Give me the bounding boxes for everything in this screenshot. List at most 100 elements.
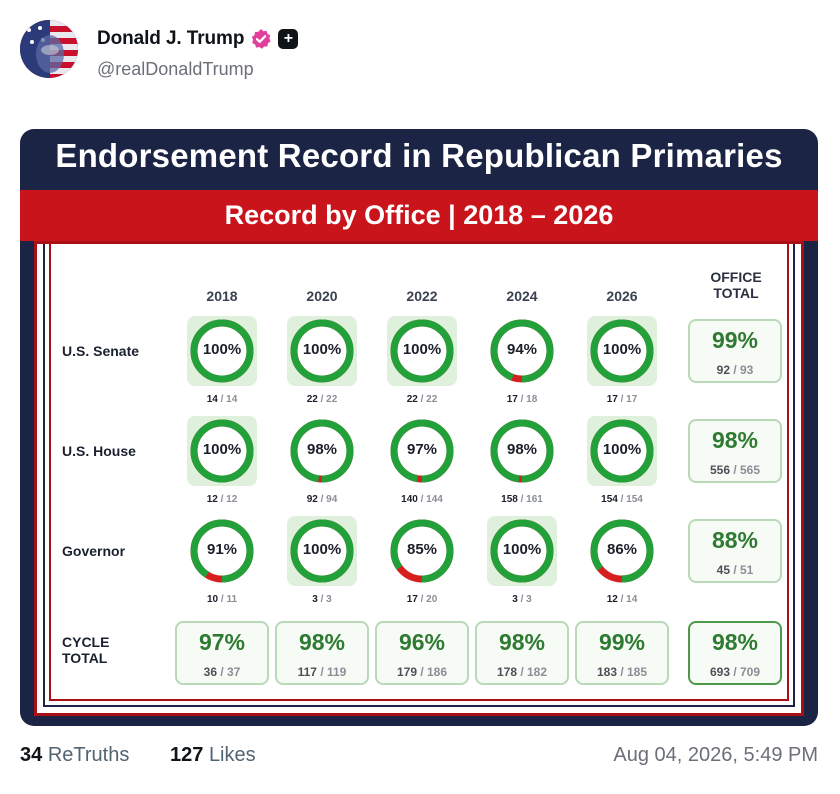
ring-fraction: 158 / 161 xyxy=(482,494,562,505)
fraction-won: 12 xyxy=(206,494,218,505)
author-name[interactable]: Donald J. Trump xyxy=(97,28,245,49)
fraction-won: 556 xyxy=(709,463,730,477)
year-header-2022: 2022 xyxy=(406,288,438,304)
cycle-total-box[interactable]: 97% 36 / 37 xyxy=(175,621,269,685)
fraction-total: / 3 xyxy=(317,594,332,605)
ring-percent: 91% xyxy=(206,541,238,558)
fraction-won: 36 xyxy=(203,665,217,679)
cycle-total-box[interactable]: 98% 178 / 182 xyxy=(475,621,569,685)
percent-ring xyxy=(290,319,354,383)
ring-fraction: 10 / 11 xyxy=(182,594,262,605)
fraction-won: 14 xyxy=(206,394,218,405)
cycle-total-fraction: 117 / 119 xyxy=(277,665,367,679)
fraction-won: 17 xyxy=(606,394,618,405)
ring-fraction: 3 / 3 xyxy=(482,594,562,605)
fraction-total: / 186 xyxy=(417,665,448,679)
fraction-total: / 12 xyxy=(217,494,238,505)
year-header-2024: 2024 xyxy=(506,288,538,304)
year-header-2026: 2026 xyxy=(606,288,638,304)
ring-cell[interactable]: 100% xyxy=(287,516,357,586)
ring-percent: 100% xyxy=(302,541,342,558)
year-header-2020: 2020 xyxy=(306,288,338,304)
ring-percent: 100% xyxy=(302,341,342,358)
cycle-total-percent: 96% xyxy=(398,629,446,655)
office-total-fraction: 556 / 565 xyxy=(690,463,780,477)
plus-badge-icon: + xyxy=(278,29,299,49)
ring-percent: 100% xyxy=(602,341,642,358)
fraction-won: 45 xyxy=(716,563,730,577)
ring-cell[interactable]: 85% xyxy=(387,516,457,586)
fraction-won: 179 xyxy=(396,665,417,679)
ring-cell[interactable]: 100% xyxy=(587,316,657,386)
ring-fraction: 154 / 154 xyxy=(582,494,662,505)
ring-cell[interactable]: 100% xyxy=(187,316,257,386)
fraction-total: / 37 xyxy=(217,665,241,679)
grand-total-box[interactable]: 98% 693 / 709 xyxy=(688,621,782,685)
ring-win-arc xyxy=(190,519,254,583)
ring-percent: 100% xyxy=(602,441,642,458)
ring-cell[interactable]: 100% xyxy=(387,316,457,386)
ring-cell[interactable]: 98% xyxy=(487,416,557,486)
ring-fraction: 12 / 12 xyxy=(182,494,262,505)
author-handle[interactable]: @realDonaldTrump xyxy=(97,59,254,79)
cycle-total-label: CYCLE TOTAL xyxy=(62,634,109,666)
fraction-total: / 20 xyxy=(417,594,438,605)
office-total-box[interactable]: 99% 92 / 93 xyxy=(688,319,782,383)
ring-cell[interactable]: 100% xyxy=(487,516,557,586)
post-footer: 34 ReTruths 127 Likes Aug 04, 2026, 5:49… xyxy=(20,744,820,774)
cycle-total-percent: 97% xyxy=(198,629,246,655)
post-timestamp[interactable]: Aug 04, 2026, 5:49 PM xyxy=(613,744,818,766)
retruths-stat[interactable]: 34 ReTruths xyxy=(20,744,129,767)
retruths-label: ReTruths xyxy=(47,744,130,766)
graphic-title: Endorsement Record in Republican Primari… xyxy=(55,137,783,174)
cycle-total-label-line: CYCLE xyxy=(62,634,110,650)
ring-cell[interactable]: 100% xyxy=(587,416,657,486)
ring-cell[interactable]: 91% xyxy=(187,516,257,586)
cycle-total-box[interactable]: 98% 117 / 119 xyxy=(275,621,369,685)
percent-ring xyxy=(190,319,254,383)
year-header-2018: 2018 xyxy=(206,288,238,304)
percent-ring xyxy=(490,419,554,483)
office-total-box[interactable]: 88% 45 / 51 xyxy=(688,519,782,583)
cycle-total-box[interactable]: 96% 179 / 186 xyxy=(375,621,469,685)
ring-win-arc xyxy=(190,419,254,483)
ring-fraction: 140 / 144 xyxy=(382,494,462,505)
fraction-total: / 709 xyxy=(730,665,761,679)
cycle-total-box[interactable]: 99% 183 / 185 xyxy=(575,621,669,685)
cycle-total-fraction: 183 / 185 xyxy=(577,665,667,679)
office-total-box[interactable]: 98% 556 / 565 xyxy=(688,419,782,483)
ring-cell[interactable]: 100% xyxy=(287,316,357,386)
fraction-won: 12 xyxy=(606,594,618,605)
ring-win-arc xyxy=(290,319,354,383)
fraction-won: 17 xyxy=(406,594,418,605)
record-frame: 2018 2020 2022 2024 2026 OFFICE TOTAL U.S. Sena… xyxy=(34,241,804,716)
post-header: Donald J. Trump + @realDonaldTrump xyxy=(20,18,820,82)
likes-stat[interactable]: 127 Likes xyxy=(170,744,256,767)
percent-ring xyxy=(290,519,354,583)
ring-cell[interactable]: 100% xyxy=(187,416,257,486)
percent-ring xyxy=(390,419,454,483)
row-label-2: Governor xyxy=(62,543,126,559)
ring-cell[interactable]: 94% xyxy=(487,316,557,386)
percent-ring xyxy=(390,519,454,583)
ring-fraction: 17 / 18 xyxy=(482,394,562,405)
office-total-percent: 98% xyxy=(711,427,759,453)
ring-fraction: 22 / 22 xyxy=(282,394,362,405)
ring-cell[interactable]: 98% xyxy=(287,416,357,486)
author-avatar[interactable] xyxy=(20,20,78,78)
fraction-won: 183 xyxy=(596,665,617,679)
fraction-won: 154 xyxy=(601,494,618,505)
percent-ring xyxy=(590,419,654,483)
percent-ring xyxy=(190,419,254,483)
ring-cell[interactable]: 97% xyxy=(387,416,457,486)
ring-win-arc xyxy=(290,419,354,483)
fraction-won: 117 xyxy=(297,665,317,679)
fraction-total: / 22 xyxy=(317,394,338,405)
office-total-fraction: 45 / 51 xyxy=(690,563,780,577)
ring-cell[interactable]: 86% xyxy=(587,516,657,586)
fraction-won: 22 xyxy=(406,394,418,405)
office-total-header-line: TOTAL xyxy=(713,285,759,301)
endorsement-graphic[interactable]: Endorsement Record in Republican Primari… xyxy=(20,129,818,726)
graphic-subtitle: Record by Office | 2018 – 2026 xyxy=(224,200,614,230)
fraction-won: 178 xyxy=(496,665,517,679)
